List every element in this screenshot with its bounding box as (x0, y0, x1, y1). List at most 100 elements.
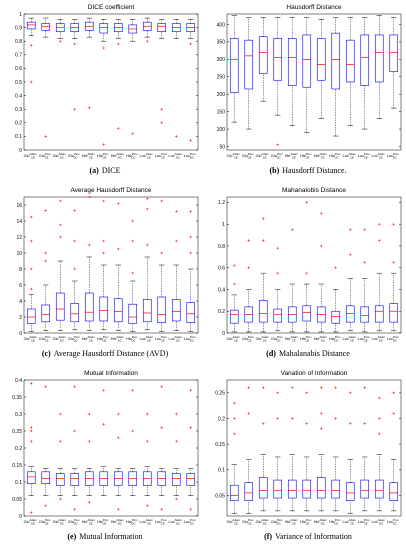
category-sup: Prox (161, 518, 167, 522)
x-tick-label: LocAdam DC (372, 152, 386, 159)
category-sub: DC (74, 155, 78, 159)
outlier (290, 228, 294, 231)
outlier (73, 239, 77, 243)
category-sup: Prox (190, 518, 196, 522)
category-sub: CE (89, 155, 93, 159)
outlier (348, 228, 352, 231)
y-tick-label: 0.7 (15, 53, 22, 59)
chart-title: Mahanalobis Distance (282, 187, 346, 194)
category-sup: Prox (103, 518, 109, 522)
box (287, 38, 297, 86)
outlier (319, 244, 323, 248)
x-tick-label: LocProx DC (387, 335, 399, 342)
category-sub: CE (234, 155, 238, 159)
outlier (73, 107, 77, 111)
category-sub: CE (89, 521, 93, 525)
x-tick-label: GloAdam DC (53, 152, 67, 159)
category-sub: CE (31, 155, 35, 159)
outlier (377, 417, 381, 420)
category-sup: Adam (59, 518, 67, 522)
category-sub: CE (161, 521, 165, 525)
y-tick-label: 0.6 (15, 66, 22, 72)
category-sup: Prox (190, 335, 196, 339)
y-tick-label: 0.8 (218, 244, 225, 250)
y-tick-label: 0.4 (218, 287, 225, 293)
box (41, 471, 51, 484)
y-tick-label: 0.5 (15, 80, 22, 86)
box (360, 34, 370, 86)
box (244, 482, 254, 501)
box (258, 36, 268, 74)
outlier (232, 282, 236, 286)
category-base: Loc (169, 337, 175, 341)
x-tick-label: HieAdam DC (314, 518, 328, 525)
category-base: Glo (256, 337, 262, 341)
x-tick-label: HieProx CE (97, 335, 109, 342)
y-tick-label: 100 (217, 127, 226, 133)
outlier (189, 42, 193, 46)
outlier (363, 386, 367, 389)
outlier (73, 507, 77, 511)
category-sup: Adam (349, 335, 357, 339)
x-tick-label: HieAdam CE (285, 335, 299, 342)
caption-label: (a) (90, 166, 100, 175)
outlier (377, 432, 381, 436)
category-sub: CE (45, 521, 49, 525)
y-tick-label: 0 (222, 331, 225, 337)
category-base: Glo (68, 520, 74, 524)
x-tick-label: GloProx CE (242, 335, 254, 342)
box (374, 305, 384, 323)
outlier (131, 219, 135, 223)
x-tick-label: HieProx DC (126, 518, 138, 525)
outlier (102, 251, 106, 255)
x-tick-label: LocAdam DC (169, 518, 183, 525)
y-tick-label: 14 (16, 219, 22, 225)
category-sup: Adam (290, 152, 298, 156)
x-tick-label: HieAdam CE (82, 152, 96, 159)
box (171, 299, 181, 322)
category-sup: Adam (378, 335, 386, 339)
category-sup: Prox (393, 518, 399, 522)
x-tick-label: GloProx DC (68, 152, 80, 159)
y-tick-label: 0.9 (15, 25, 22, 31)
category-sub: CE (248, 338, 252, 342)
outlier (160, 507, 164, 511)
category-sub: DC (263, 155, 267, 159)
category-sub: CE (350, 521, 354, 525)
caption-label: (d) (266, 349, 276, 358)
category-sub: CE (364, 338, 368, 342)
x-tick-label: GloProx DC (271, 518, 283, 525)
category-base: Loc (372, 520, 378, 524)
category-sub: DC (118, 521, 122, 525)
category-base: Hie (300, 154, 306, 158)
outlier (247, 386, 251, 389)
category-base: Glo (39, 337, 45, 341)
y-tick-label: 10 (16, 251, 22, 257)
outlier (174, 412, 178, 416)
category-sup: Adam (378, 152, 386, 156)
box (142, 299, 152, 323)
x-tick-label: GloProx DC (68, 335, 80, 342)
box (26, 471, 36, 484)
caption-label: (f) (264, 532, 272, 541)
category-base: Hie (126, 154, 132, 158)
x-tick-label: GloProx CE (242, 518, 254, 525)
box (331, 479, 341, 499)
box (258, 300, 268, 323)
category-sup: Prox (335, 335, 341, 339)
y-tick-label: 0.1 (218, 468, 225, 474)
caption-text: Mutual Information (79, 532, 142, 541)
category-sub: DC (190, 155, 194, 159)
outlier (145, 197, 149, 200)
box (157, 23, 167, 32)
outlier (305, 422, 309, 425)
category-base: Loc (169, 154, 175, 158)
category-base: Glo (227, 520, 233, 524)
category-sub: DC (176, 521, 180, 525)
category-sup: Prox (103, 152, 109, 156)
category-sub: CE (31, 521, 35, 525)
category-base: Loc (155, 154, 161, 158)
category-sub: CE (31, 338, 35, 342)
outlier (276, 391, 280, 395)
outlier (87, 501, 91, 504)
